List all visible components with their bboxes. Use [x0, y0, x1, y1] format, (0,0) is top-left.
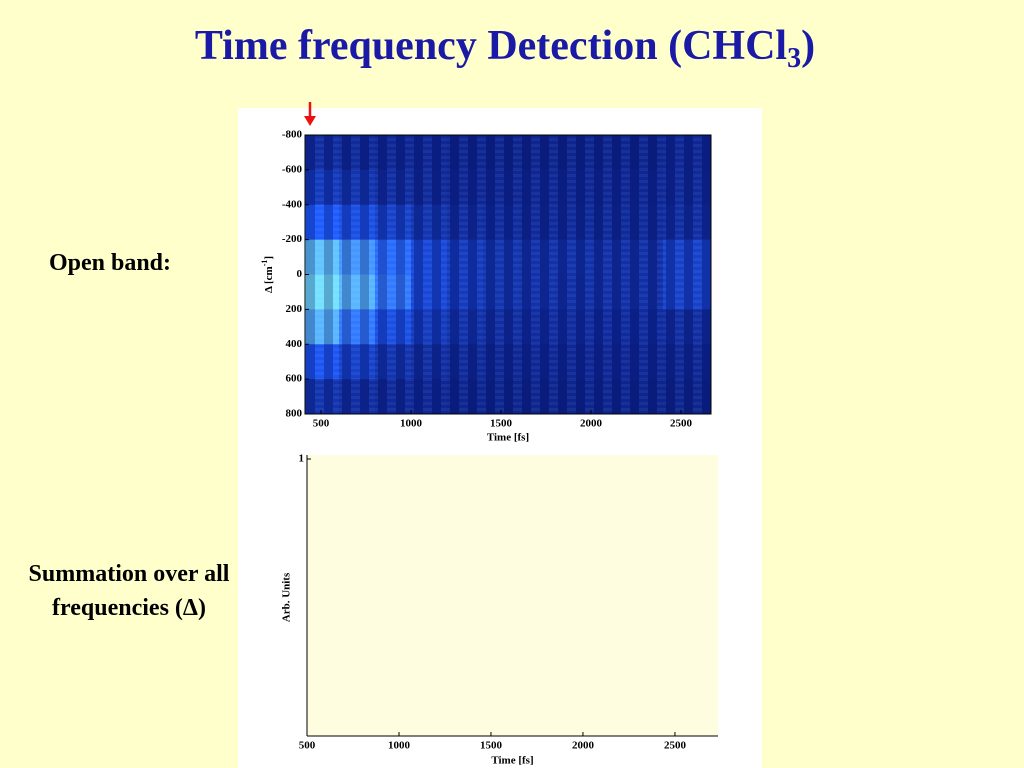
slide-title: Time frequency Detection (CHCl3)	[0, 22, 1010, 75]
title-text: Time frequency Detection (CHCl	[194, 23, 788, 69]
y-tick-label: -200	[282, 233, 303, 245]
y-tick-label: 800	[286, 408, 303, 420]
x-tick-label: 2500	[664, 740, 687, 752]
x-tick-label: 500	[299, 740, 316, 752]
x-axis-label: Time [fs]	[491, 755, 533, 767]
y-axis-label: Arb. Units	[281, 572, 293, 622]
x-tick-label: 1000	[388, 740, 411, 752]
y-tick-label: 200	[286, 303, 303, 315]
y-tick-label: -400	[282, 198, 303, 210]
title-subscript: 3	[787, 43, 802, 74]
x-tick-label: 2500	[670, 418, 693, 430]
x-tick-label: 2000	[580, 418, 603, 430]
x-tick-label: 1500	[490, 418, 513, 430]
arrow-head	[304, 116, 316, 126]
open-band-label: Open band:	[48, 250, 172, 276]
x-tick-label: 1000	[400, 418, 423, 430]
y-tick-label: -800	[282, 129, 303, 141]
y-label-superscript: -1	[260, 260, 269, 267]
y-label-close: ]	[263, 256, 275, 260]
heatmap-chart: 500 1000 1500 2000 2500 -800 -600 -400 -200 0 200 4…	[260, 129, 712, 444]
x-tick-label: 500	[313, 418, 330, 430]
plot-area	[307, 455, 718, 736]
y-tick-label: 1	[299, 453, 305, 465]
y-tick-label: 400	[286, 338, 303, 350]
line-chart: 500 1000 1500 2000 2500 1 Time [fs] Arb. Units	[281, 453, 718, 767]
x-axis-label: Time [fs]	[487, 432, 529, 444]
x-tick-label: 2000	[572, 740, 595, 752]
y-tick-label: 0	[297, 268, 303, 280]
y-tick-label: -600	[282, 163, 303, 175]
y-tick-label: 600	[286, 373, 303, 385]
y-axis-label: Δ [cm-1]	[260, 256, 275, 293]
summation-line: frequencies (Δ)	[52, 595, 206, 621]
summation-line: Summation over all	[28, 561, 230, 587]
title-close: )	[801, 23, 816, 69]
x-tick-label: 1500	[480, 740, 503, 752]
y-label-text: Δ [cm	[263, 266, 275, 293]
stripe-overlay	[305, 135, 711, 414]
summation-label: Summation over all frequencies (Δ)	[0, 557, 258, 625]
